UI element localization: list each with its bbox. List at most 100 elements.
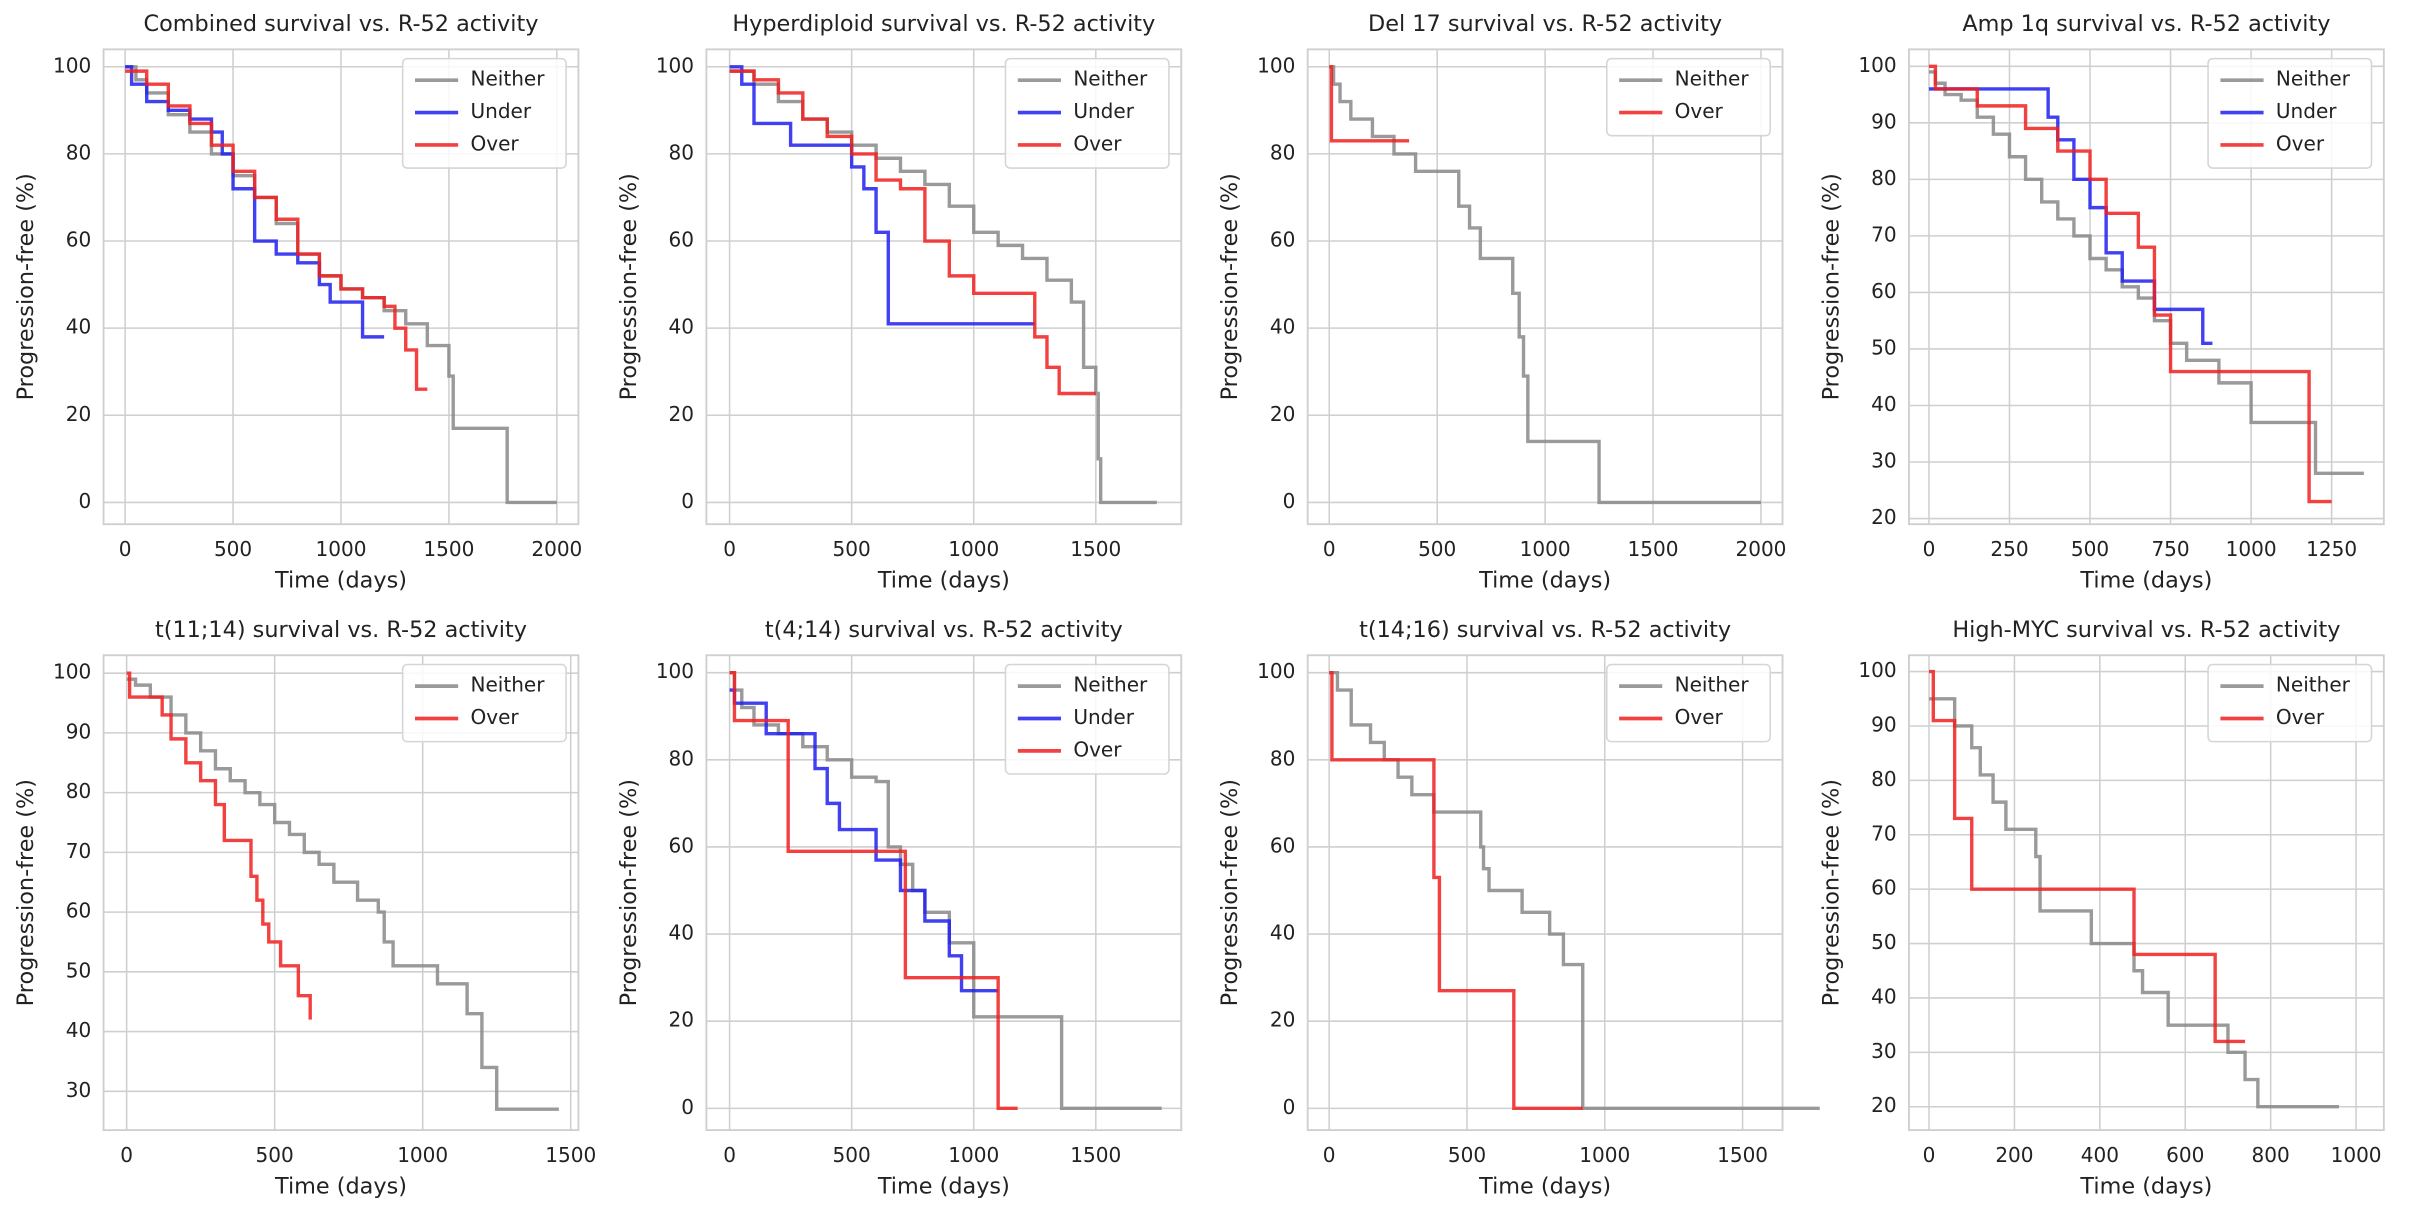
y-tick-label: 20 bbox=[669, 1008, 695, 1032]
plot-frame bbox=[1908, 654, 2385, 1132]
x-tick-label: 500 bbox=[1418, 537, 1456, 561]
x-tick-label: 500 bbox=[833, 1143, 871, 1167]
legend-label: Over bbox=[1675, 705, 1724, 729]
legend-label: Over bbox=[1073, 131, 1122, 155]
legend-box bbox=[2207, 663, 2373, 743]
survival-curve bbox=[126, 677, 559, 1111]
y-tick-label: 40 bbox=[66, 315, 92, 339]
y-tick-label: 20 bbox=[1871, 505, 1897, 529]
legend-box bbox=[401, 663, 567, 743]
y-tick-label: 0 bbox=[1283, 489, 1296, 513]
legend-label: Over bbox=[2276, 705, 2325, 729]
y-tick-label: 100 bbox=[1257, 53, 1295, 77]
y-tick-label: 60 bbox=[669, 228, 695, 252]
subplot: 0 500 1000 1500 2000 0 20 40 60 80 100 Del 17 survi… bbox=[1217, 11, 1786, 594]
survival-curve bbox=[125, 65, 385, 339]
plot-frame bbox=[1306, 654, 1784, 1132]
x-tick-label: 600 bbox=[2166, 1143, 2204, 1167]
x-tick-label: 1000 bbox=[2226, 537, 2277, 561]
legend-label: Neither bbox=[2276, 673, 2351, 697]
subplot: 0 500 1000 1500 0 20 40 60 80 100 t(4;14) survival… bbox=[616, 617, 1183, 1200]
x-tick-label: 500 bbox=[256, 1143, 294, 1167]
survival-curve bbox=[1929, 697, 2339, 1109]
y-tick-label: 60 bbox=[66, 228, 92, 252]
y-tick-label: 80 bbox=[66, 140, 92, 164]
y-tick-label: 70 bbox=[1871, 222, 1897, 246]
x-tick-label: 0 bbox=[1923, 1143, 1936, 1167]
survival-curve bbox=[1928, 87, 2213, 345]
plot-frame bbox=[102, 48, 580, 526]
y-tick-label: 100 bbox=[1858, 658, 1896, 682]
x-axis-label: Time (days) bbox=[2079, 1174, 2212, 1200]
y-tick-label: 60 bbox=[66, 899, 92, 923]
x-tick-label: 400 bbox=[2081, 1143, 2119, 1167]
x-tick-label: 2000 bbox=[531, 537, 582, 561]
chart-title: High-MYC survival vs. R-52 activity bbox=[1952, 617, 2340, 643]
y-tick-label: 80 bbox=[1871, 767, 1897, 791]
x-tick-label: 1000 bbox=[1520, 537, 1571, 561]
y-tick-label: 60 bbox=[1270, 228, 1296, 252]
y-tick-label: 30 bbox=[1871, 449, 1897, 473]
y-tick-label: 80 bbox=[669, 746, 695, 770]
y-tick-label: 40 bbox=[1871, 984, 1897, 1008]
x-tick-label: 1000 bbox=[948, 537, 999, 561]
x-tick-label: 0 bbox=[1323, 1143, 1336, 1167]
legend-box bbox=[1606, 663, 1771, 743]
x-tick-label: 0 bbox=[723, 1143, 736, 1167]
y-tick-label: 40 bbox=[669, 315, 695, 339]
survival-curve bbox=[1329, 670, 1820, 1111]
x-tick-label: 1500 bbox=[423, 537, 474, 561]
y-tick-label: 100 bbox=[1257, 659, 1295, 683]
x-tick-label: 1000 bbox=[948, 1143, 999, 1167]
x-axis-label: Time (days) bbox=[877, 568, 1010, 594]
y-axis-label: Progression-free (%) bbox=[616, 779, 642, 1006]
x-tick-label: 1000 bbox=[2331, 1143, 2382, 1167]
y-tick-label: 80 bbox=[66, 779, 92, 803]
x-axis-label: Time (days) bbox=[1478, 568, 1611, 594]
x-tick-label: 500 bbox=[1448, 1143, 1486, 1167]
y-tick-label: 100 bbox=[656, 659, 694, 683]
x-tick-label: 800 bbox=[2252, 1143, 2290, 1167]
y-tick-label: 100 bbox=[656, 53, 694, 77]
chart-title: Amp 1q survival vs. R-52 activity bbox=[1962, 11, 2330, 37]
subplot: 0 200 400 600 800 1000 20 30 40 50 60 70 80 90 100 High… bbox=[1818, 617, 2385, 1200]
y-tick-label: 40 bbox=[66, 1018, 92, 1042]
survival-curve bbox=[1329, 65, 1410, 143]
x-tick-label: 0 bbox=[120, 1143, 133, 1167]
y-tick-label: 0 bbox=[1283, 1095, 1296, 1119]
y-tick-label: 60 bbox=[1270, 833, 1296, 857]
legend-box bbox=[1606, 57, 1771, 137]
subplot: 0 500 1000 1500 0 20 40 60 80 100 Hyperdiploid sur… bbox=[616, 11, 1183, 594]
legend-box bbox=[2207, 57, 2373, 169]
y-tick-label: 30 bbox=[66, 1078, 92, 1102]
y-tick-label: 50 bbox=[1871, 930, 1897, 954]
x-tick-label: 1250 bbox=[2306, 537, 2357, 561]
legend-label: Neither bbox=[1073, 673, 1148, 697]
plot-frame bbox=[1908, 48, 2385, 526]
x-tick-label: 0 bbox=[723, 537, 736, 561]
y-tick-label: 60 bbox=[1871, 876, 1897, 900]
legend-label: Under bbox=[1073, 99, 1134, 123]
x-axis-label: Time (days) bbox=[274, 568, 407, 594]
survival-curve bbox=[1329, 670, 1583, 1111]
plot-frame bbox=[1306, 48, 1784, 526]
y-axis-label: Progression-free (%) bbox=[13, 173, 39, 400]
y-tick-label: 80 bbox=[1270, 140, 1296, 164]
y-tick-label: 90 bbox=[1871, 712, 1897, 736]
x-tick-label: 1500 bbox=[545, 1143, 596, 1167]
y-tick-label: 70 bbox=[1871, 821, 1897, 845]
x-tick-label: 1500 bbox=[1070, 1143, 1121, 1167]
legend-label: Neither bbox=[470, 673, 545, 697]
y-tick-label: 20 bbox=[1270, 402, 1296, 426]
survival-curve bbox=[1929, 669, 2246, 1044]
x-tick-label: 1500 bbox=[1628, 537, 1679, 561]
legend-label: Neither bbox=[470, 67, 545, 91]
survival-curve bbox=[1329, 65, 1761, 505]
x-tick-label: 1000 bbox=[397, 1143, 448, 1167]
x-tick-label: 200 bbox=[1995, 1143, 2033, 1167]
y-tick-label: 40 bbox=[1270, 315, 1296, 339]
legend-label: Over bbox=[2276, 131, 2325, 155]
chart-title: t(11;14) survival vs. R-52 activity bbox=[155, 617, 527, 643]
